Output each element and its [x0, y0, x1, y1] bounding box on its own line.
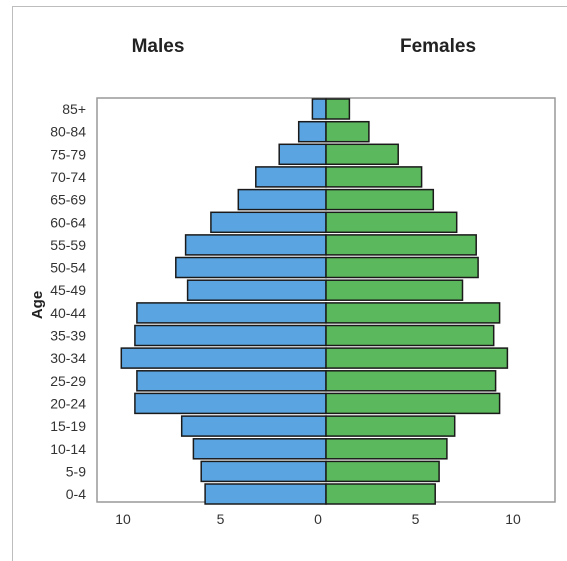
category-label-75-79: 75-79	[50, 146, 86, 162]
category-label-25-29: 25-29	[50, 373, 86, 389]
bar-males-80-84	[297, 120, 327, 143]
bar-males-15-19	[180, 415, 327, 437]
category-label-50-54: 50-54	[50, 260, 86, 276]
bar-females-35-39	[325, 324, 495, 347]
frame-top-border	[12, 6, 567, 7]
category-label-55-59: 55-59	[50, 237, 86, 253]
category-label-30-34: 30-34	[50, 350, 86, 366]
bar-females-55-59	[325, 234, 477, 256]
bar-females-5-9	[325, 460, 440, 483]
bar-males-50-54	[175, 256, 327, 279]
category-label-20-24: 20-24	[50, 395, 86, 411]
bar-males-65-69	[237, 188, 327, 211]
bar-females-70-74	[325, 166, 423, 188]
category-label-5-9: 5-9	[66, 463, 86, 479]
bar-males-5-9	[200, 460, 327, 483]
bar-females-50-54	[325, 256, 479, 279]
bar-females-45-49	[325, 279, 464, 301]
x-tick-label-2: 0	[314, 511, 322, 527]
bar-males-60-64	[210, 211, 327, 234]
category-label-45-49: 45-49	[50, 282, 86, 298]
category-label-10-14: 10-14	[50, 441, 86, 457]
x-tick-label-4: 10	[505, 511, 521, 527]
bar-males-75-79	[278, 143, 327, 166]
category-label-0-4: 0-4	[66, 486, 86, 502]
bar-females-25-29	[325, 370, 497, 392]
bar-females-20-24	[325, 392, 501, 415]
bar-females-60-64	[325, 211, 458, 234]
bar-females-65-69	[325, 188, 435, 211]
category-label-40-44: 40-44	[50, 305, 86, 321]
bar-males-0-4	[204, 483, 327, 505]
bar-males-40-44	[136, 302, 327, 324]
category-label-85+: 85+	[62, 101, 86, 117]
bar-males-25-29	[136, 370, 327, 392]
bar-females-80-84	[325, 120, 370, 143]
x-tick-label-3: 5	[412, 511, 420, 527]
x-tick-labels: 10 5 0 5 10	[115, 511, 521, 527]
bar-females-0-4	[325, 483, 436, 505]
bar-males-20-24	[134, 392, 327, 415]
bar-males-70-74	[255, 166, 327, 188]
bar-males-85+	[311, 98, 327, 120]
bar-males-55-59	[184, 234, 327, 256]
bar-females-75-79	[325, 143, 399, 166]
bar-females-15-19	[325, 415, 456, 437]
category-label-80-84: 80-84	[50, 124, 86, 140]
category-label-35-39: 35-39	[50, 328, 86, 344]
y-axis-label: Age	[29, 291, 46, 319]
bar-females-40-44	[325, 302, 501, 324]
females-header: Females	[400, 36, 476, 57]
category-label-70-74: 70-74	[50, 169, 86, 185]
bars-group	[120, 98, 509, 505]
bar-males-10-14	[192, 438, 327, 460]
category-label-60-64: 60-64	[50, 214, 86, 230]
bar-females-10-14	[325, 438, 448, 460]
males-header: Males	[132, 36, 185, 57]
bar-males-35-39	[134, 324, 327, 347]
frame-left-border	[12, 6, 13, 561]
bar-females-30-34	[325, 347, 509, 369]
x-tick-label-1: 5	[217, 511, 225, 527]
bar-males-30-34	[120, 347, 327, 369]
category-labels: 85+ 80-84 75-79 70-74 65-69 60-64 55-59 50-54 45…	[50, 101, 86, 502]
category-label-15-19: 15-19	[50, 418, 86, 434]
bar-females-85+	[325, 98, 351, 120]
bar-males-45-49	[186, 279, 327, 301]
category-label-65-69: 65-69	[50, 192, 86, 208]
x-tick-label-0: 10	[115, 511, 131, 527]
